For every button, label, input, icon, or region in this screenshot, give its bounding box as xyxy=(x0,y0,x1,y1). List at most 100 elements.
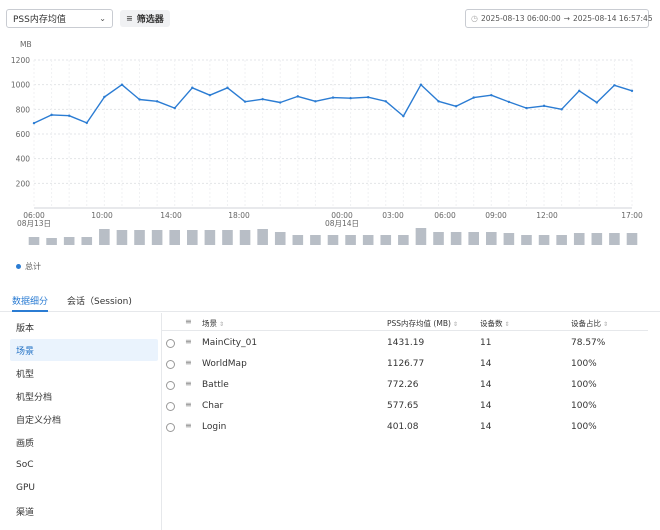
volume-bar xyxy=(222,230,233,245)
volume-bar xyxy=(151,230,163,245)
volume-bar xyxy=(63,237,75,245)
y-tick-label: 600 xyxy=(16,130,31,139)
volume-bar xyxy=(204,230,216,245)
sort-icon[interactable]: ⇕ xyxy=(219,321,225,328)
sidebar-item-quality[interactable]: 画质 xyxy=(16,438,35,449)
data-point xyxy=(120,83,124,86)
sidebar-item-gpu[interactable]: GPU xyxy=(16,483,35,493)
y-tick-label: 200 xyxy=(16,179,31,188)
cell-scene: Battle xyxy=(202,380,229,390)
sidebar-item-model[interactable]: 机型 xyxy=(16,369,35,380)
sort-icon[interactable]: ⇕ xyxy=(603,321,609,328)
row-radio[interactable] xyxy=(166,423,175,432)
volume-bar xyxy=(433,232,444,245)
sidebar-item-soc[interactable]: SoC xyxy=(16,460,34,470)
sidebar-item-scene[interactable]: 场景 xyxy=(10,339,158,361)
cell-ratio: 100% xyxy=(571,359,597,369)
metric-select-value: PSS内存均值 xyxy=(13,15,66,25)
sidebar-item-custom-tier[interactable]: 自定义分档 xyxy=(16,415,62,426)
data-point xyxy=(437,100,440,103)
filter-button[interactable]: ≡ 筛选器 xyxy=(120,10,170,27)
x-tick-label: 00:00 xyxy=(331,211,353,220)
tab-bar: 数据细分 会话（Session) xyxy=(0,292,660,312)
column-header-pss[interactable]: PSS内存均值 (MB) ⇕ xyxy=(387,319,458,328)
chevron-down-icon: ⌄ xyxy=(99,14,106,23)
cell-scene: MainCity_01 xyxy=(202,338,258,348)
y-tick-label: 400 xyxy=(16,155,31,164)
x-tick-label: 17:00 xyxy=(621,211,643,220)
table-row[interactable]: ≡ Char 577.65 14 100% xyxy=(162,396,648,417)
table-row[interactable]: ≡ Login 401.08 14 100% xyxy=(162,417,648,438)
cell-devices: 14 xyxy=(480,401,492,411)
y-tick-label: 800 xyxy=(16,105,31,114)
row-radio[interactable] xyxy=(166,381,175,390)
row-radio[interactable] xyxy=(166,339,175,348)
sidebar-item-channel[interactable]: 渠道 xyxy=(16,507,35,518)
x-tick-label: 06:00 xyxy=(434,211,456,220)
row-radio[interactable] xyxy=(166,402,175,411)
table-row[interactable]: ≡ Battle 772.26 14 100% xyxy=(162,375,648,396)
volume-bar xyxy=(591,233,603,245)
metric-select[interactable]: PSS内存均值 ⌄ xyxy=(6,9,113,28)
data-point xyxy=(331,96,335,99)
cell-ratio: 100% xyxy=(571,401,597,411)
data-point xyxy=(85,121,88,125)
data-point xyxy=(349,97,352,100)
filter-icon[interactable]: ≡ xyxy=(185,337,192,346)
data-point xyxy=(525,106,528,110)
table-row[interactable]: ≡ WorldMap 1126.77 14 100% xyxy=(162,354,648,375)
data-point xyxy=(296,95,300,98)
sidebar-item-version[interactable]: 版本 xyxy=(16,323,35,334)
x-tick-label: 18:00 xyxy=(228,211,250,220)
column-header-devices[interactable]: 设备数 ⇕ xyxy=(480,319,510,328)
data-point xyxy=(454,105,458,108)
sort-icon[interactable]: ⇕ xyxy=(504,321,510,328)
chart-legend[interactable]: 总计 xyxy=(16,261,41,272)
sidebar-item-model-tier[interactable]: 机型分档 xyxy=(16,392,53,403)
volume-bar xyxy=(46,238,57,245)
y-tick-label: 1200 xyxy=(11,56,30,65)
y-tick-label: 1000 xyxy=(11,81,30,90)
sort-icon[interactable]: ⇕ xyxy=(452,321,458,328)
cell-pss: 577.65 xyxy=(387,401,419,411)
cell-pss: 401.08 xyxy=(387,422,419,432)
data-point xyxy=(402,114,405,118)
volume-bar xyxy=(116,230,128,245)
table-row[interactable]: ≡ MainCity_01 1431.19 11 78.57% xyxy=(162,333,648,354)
volume-bar xyxy=(81,237,93,245)
y-unit-label: MB xyxy=(20,40,32,49)
tab-data-breakdown[interactable]: 数据细分 xyxy=(12,294,49,312)
volume-bar xyxy=(134,230,145,245)
data-point xyxy=(279,101,282,104)
data-point xyxy=(103,95,106,99)
cell-pss: 1126.77 xyxy=(387,359,425,369)
column-header-ratio[interactable]: 设备占比 ⇕ xyxy=(571,319,609,328)
row-radio[interactable] xyxy=(166,360,175,369)
date-range-end: 2025-08-14 16:57:45 xyxy=(572,14,653,23)
filter-icon[interactable]: ≡ xyxy=(185,421,192,430)
filter-icon[interactable]: ≡ xyxy=(185,379,192,388)
cell-scene: Login xyxy=(202,422,227,432)
volume-bar xyxy=(362,235,374,245)
cell-scene: Char xyxy=(202,401,224,411)
volume-bar xyxy=(538,235,550,245)
cell-devices: 14 xyxy=(480,380,492,390)
volume-bar xyxy=(485,232,497,245)
column-header-scene[interactable]: 场景 ⇕ xyxy=(202,319,225,328)
data-point xyxy=(490,93,493,97)
tab-session[interactable]: 会话（Session) xyxy=(67,297,132,307)
data-point xyxy=(138,98,141,101)
data-point xyxy=(67,114,71,117)
filter-icon[interactable]: ≡ xyxy=(185,317,192,326)
data-point xyxy=(226,86,229,89)
x-tick-label: 08月13日 xyxy=(17,219,51,228)
date-range-arrow: → xyxy=(563,14,570,23)
legend-label: 总计 xyxy=(25,262,41,271)
volume-bar xyxy=(503,233,515,245)
date-range-picker[interactable]: ◷ 2025-08-13 06:00:00 → 2025-08-14 16:57… xyxy=(465,9,653,28)
data-point xyxy=(366,96,370,99)
filter-icon[interactable]: ≡ xyxy=(185,400,192,409)
volume-bar xyxy=(398,235,409,245)
volume-bar xyxy=(28,237,40,245)
filter-icon[interactable]: ≡ xyxy=(185,358,192,367)
